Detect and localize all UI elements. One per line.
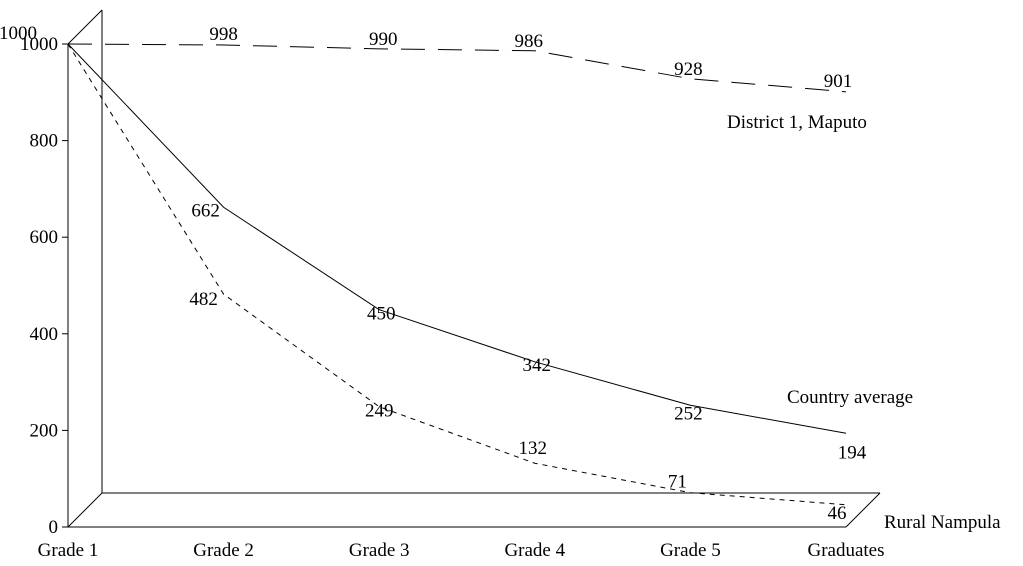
data-label-district-1-maputo: 998 — [209, 24, 238, 45]
series-line-country-average — [67, 43, 847, 434]
floor-left-edge — [67, 492, 103, 528]
series-name-district-1-maputo: District 1, Maputo — [727, 112, 867, 133]
y-tick-label: 0 — [49, 517, 59, 538]
series-line-district-1-maputo — [67, 43, 847, 93]
data-label-country-average: 450 — [367, 304, 396, 325]
series-name-country-average: Country average — [787, 387, 913, 408]
series-name-rural-nampula: Rural Nampula — [884, 512, 1001, 533]
y-tick-label: 400 — [30, 324, 59, 345]
data-label-district-1-maputo: 1000 — [0, 23, 37, 44]
data-label-district-1-maputo: 986 — [515, 31, 544, 52]
data-label-district-1-maputo: 990 — [369, 29, 398, 50]
x-tick-group: Grade 1 Grade 2 Grade 3 Grade 4 Grade 5 Gradu… — [38, 540, 885, 561]
data-label-country-average: 342 — [523, 355, 552, 376]
series-names: District 1, Maputo Country average Rural N… — [727, 112, 1001, 533]
x-tick-label: Grade 4 — [504, 540, 565, 561]
data-label-country-average: 194 — [838, 442, 867, 463]
y-tick-label: 600 — [30, 227, 59, 248]
data-label-rural-nampula: 71 — [668, 472, 687, 493]
data-label-rural-nampula: 46 — [828, 503, 847, 524]
data-labels: 1000 998 990 986 928 901 662 450 342 252 194 482 249… — [0, 23, 867, 524]
y-tick-label: 800 — [30, 131, 59, 152]
axes — [67, 9, 881, 528]
data-label-rural-nampula: 249 — [365, 401, 394, 422]
y-tick-group: 0 200 400 600 800 1000 — [20, 34, 68, 538]
data-label-rural-nampula: 482 — [189, 289, 218, 310]
data-label-district-1-maputo: 901 — [824, 71, 853, 92]
data-label-country-average: 662 — [191, 200, 220, 221]
y-axis-top-edge — [67, 9, 103, 45]
data-label-country-average: 252 — [674, 403, 703, 424]
x-tick-label: Grade 3 — [349, 540, 410, 561]
data-label-district-1-maputo: 928 — [674, 59, 703, 80]
series-lines — [67, 43, 847, 506]
data-label-rural-nampula: 132 — [519, 438, 548, 459]
x-tick-label: Grade 5 — [660, 540, 721, 561]
y-tick-label: 200 — [30, 420, 59, 441]
y-tick-label: 1000 — [20, 34, 58, 55]
x-tick-label: Grade 1 — [38, 540, 99, 561]
x-tick-label: Grade 2 — [193, 540, 254, 561]
x-tick-label: Graduates — [807, 540, 884, 561]
floor-right-edge — [845, 492, 881, 528]
